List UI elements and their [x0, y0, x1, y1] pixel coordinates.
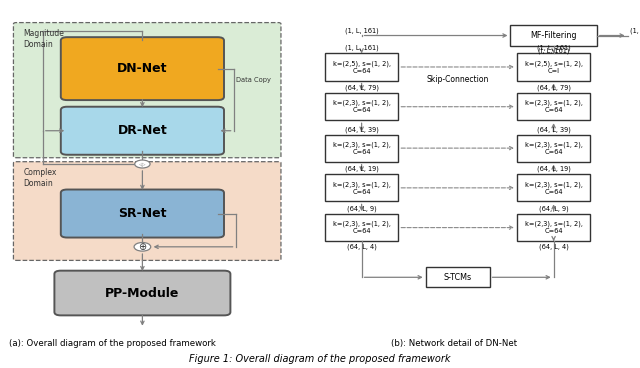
Text: (a): Overall diagram of the proposed framework: (a): Overall diagram of the proposed fra… [8, 339, 216, 348]
Bar [324, 135, 398, 162]
Bar [517, 214, 590, 241]
Bar [517, 53, 590, 81]
Text: (64, L, 19): (64, L, 19) [537, 166, 570, 172]
Text: k=(2,3), s=(1, 2),
C=64: k=(2,3), s=(1, 2), C=64 [525, 100, 582, 113]
FancyBboxPatch shape [61, 37, 224, 100]
Circle shape [134, 160, 150, 168]
Circle shape [134, 243, 150, 251]
Bar [426, 267, 490, 287]
Text: k=(2,3), s=(1, 2),
C=64: k=(2,3), s=(1, 2), C=64 [333, 181, 390, 195]
Text: (64, L, 9): (64, L, 9) [539, 206, 568, 212]
Bar [324, 53, 398, 81]
FancyBboxPatch shape [54, 271, 230, 315]
Text: Data Copy: Data Copy [236, 77, 271, 83]
FancyBboxPatch shape [61, 107, 224, 155]
Text: DR-Net: DR-Net [118, 124, 167, 137]
Bar [324, 93, 398, 120]
Text: S-TCMs: S-TCMs [444, 273, 472, 282]
Bar [324, 214, 398, 241]
Text: (I, L, 161): (I, L, 161) [538, 48, 570, 54]
Text: k=(2,3), s=(1, 2),
C=64: k=(2,3), s=(1, 2), C=64 [333, 221, 390, 234]
Text: (64, L, 4): (64, L, 4) [347, 243, 376, 250]
Text: (64, L, 19): (64, L, 19) [345, 166, 378, 172]
Text: k=(2,3), s=(1, 2),
C=64: k=(2,3), s=(1, 2), C=64 [333, 100, 390, 113]
Bar [511, 25, 596, 46]
Bar [517, 93, 590, 120]
Text: (1, L, 161): (1, L, 161) [537, 45, 570, 52]
FancyBboxPatch shape [13, 162, 281, 261]
Text: $\oplus$: $\oplus$ [138, 241, 147, 252]
Text: (64, L, 9): (64, L, 9) [347, 206, 376, 212]
Text: (64, L, 79): (64, L, 79) [344, 85, 379, 91]
Text: PP-Module: PP-Module [105, 287, 180, 300]
Text: (64, L, 39): (64, L, 39) [537, 126, 570, 132]
Text: k=(2,3), s=(1, 2),
C=64: k=(2,3), s=(1, 2), C=64 [333, 141, 390, 155]
Text: SR-Net: SR-Net [118, 207, 166, 220]
Bar [517, 174, 590, 201]
Text: DN-Net: DN-Net [117, 62, 168, 75]
Text: Figure 1: Overall diagram of the proposed framework: Figure 1: Overall diagram of the propose… [189, 354, 451, 364]
Text: (1, L, 161): (1, L, 161) [345, 45, 378, 52]
FancyBboxPatch shape [13, 22, 281, 158]
Text: (64, L, 79): (64, L, 79) [536, 85, 571, 91]
Bar [324, 174, 398, 201]
Text: (64, L, 39): (64, L, 39) [345, 126, 378, 132]
Text: (1, L, 161): (1, L, 161) [630, 27, 640, 34]
Text: MF-Filtering: MF-Filtering [531, 31, 577, 40]
Text: (b): Network detail of DN-Net: (b): Network detail of DN-Net [391, 339, 518, 348]
Text: Complex
Domain: Complex Domain [24, 168, 57, 188]
Text: k=(2,5), s=(1, 2),
C=I: k=(2,5), s=(1, 2), C=I [525, 60, 582, 74]
Text: Magnitude
Domain: Magnitude Domain [24, 29, 65, 49]
Text: (1, L, 161): (1, L, 161) [345, 27, 378, 33]
Text: (64, L, 4): (64, L, 4) [539, 243, 568, 250]
Bar [517, 135, 590, 162]
Text: k=(2,3), s=(1, 2),
C=64: k=(2,3), s=(1, 2), C=64 [525, 221, 582, 234]
Text: k=(2,3), s=(1, 2),
C=64: k=(2,3), s=(1, 2), C=64 [525, 141, 582, 155]
Text: k=(2,5), s=(1, 2),
C=64: k=(2,5), s=(1, 2), C=64 [333, 60, 390, 74]
Text: Skip-Connection: Skip-Connection [426, 75, 489, 84]
Text: ◁▷: ◁▷ [139, 162, 146, 166]
Text: k=(2,3), s=(1, 2),
C=64: k=(2,3), s=(1, 2), C=64 [525, 181, 582, 195]
FancyBboxPatch shape [61, 190, 224, 238]
